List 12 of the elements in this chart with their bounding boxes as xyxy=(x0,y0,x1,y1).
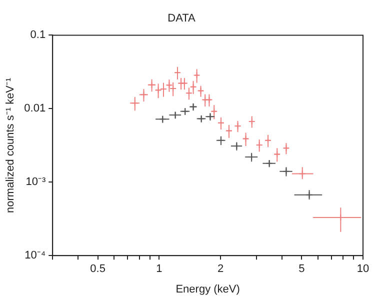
x-tick-label: 5 xyxy=(298,263,305,276)
y-axis-title: normalized counts s⁻¹ keV⁻¹ xyxy=(4,77,17,213)
y-tick-label: 0.01 xyxy=(24,102,46,115)
y-tick-label: 10⁻⁴ xyxy=(24,250,46,262)
chart-title: DATA xyxy=(168,12,196,25)
x-tick-label: 2 xyxy=(217,263,224,276)
y-tick-label: 0.1 xyxy=(30,29,46,42)
x-tick-label: 1 xyxy=(156,263,162,276)
x-tick-label: 10 xyxy=(356,263,370,276)
x-axis-title: Energy (keV) xyxy=(176,283,240,296)
x-tick-label: 0.5 xyxy=(90,263,106,276)
y-tick-label: 10⁻³ xyxy=(26,176,46,188)
